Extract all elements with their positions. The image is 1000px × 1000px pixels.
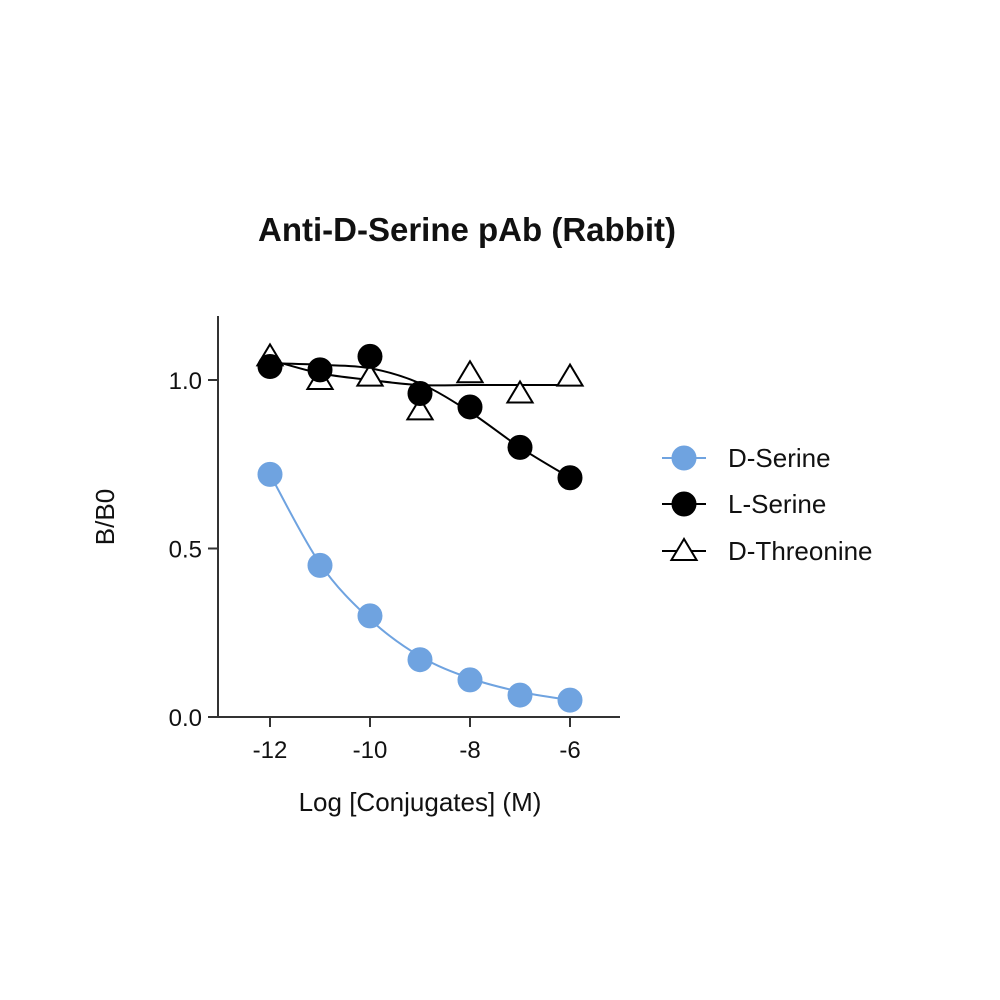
data-point-l-serine (507, 434, 533, 460)
legend-marker (671, 491, 697, 517)
ticks: -12 -10 -8 -6 0.0 0.5 1.0 (169, 368, 581, 764)
x-tick-label: -8 (459, 737, 480, 764)
x-tick-label: -12 (253, 737, 288, 764)
data-point-d-serine (507, 682, 533, 708)
legend-label: D-Threonine (728, 536, 873, 566)
y-tick-label: 0.5 (169, 537, 202, 564)
y-tick-label: 1.0 (169, 368, 202, 395)
data-point-l-serine (357, 343, 383, 369)
legend-marker (669, 537, 699, 561)
data-point-l-serine (257, 354, 283, 380)
y-tick-label: 0.0 (169, 705, 202, 732)
y-axis-label: B/B0 (90, 489, 120, 545)
data-point-d-threonine (555, 362, 585, 387)
legend: D-Serine L-Serine D-Threonine (662, 443, 873, 566)
data-point-d-threonine (505, 379, 535, 404)
data-point-d-serine (257, 461, 283, 487)
x-tick-label: -10 (353, 737, 388, 764)
x-axis-label: Log [Conjugates] (M) (299, 787, 542, 817)
data-point-l-serine (307, 357, 333, 383)
legend-marker (671, 445, 697, 471)
data-point-l-serine (407, 380, 433, 406)
legend-label: D-Serine (728, 443, 831, 473)
data-point-l-serine (457, 394, 483, 420)
data-point-d-serine (307, 552, 333, 578)
data-point-d-serine (457, 667, 483, 693)
data-point-d-threonine (405, 396, 435, 421)
data-markers (255, 342, 585, 713)
chart-title: Anti-D-Serine pAb (Rabbit) (258, 211, 676, 248)
data-point-d-threonine (355, 362, 385, 387)
x-tick-label: -6 (559, 737, 580, 764)
legend-label: L-Serine (728, 489, 826, 519)
data-point-d-serine (357, 603, 383, 629)
data-point-d-threonine (455, 359, 485, 384)
data-point-d-serine (557, 687, 583, 713)
data-point-l-serine (557, 465, 583, 491)
data-point-d-serine (407, 647, 433, 673)
axes (217, 316, 620, 718)
